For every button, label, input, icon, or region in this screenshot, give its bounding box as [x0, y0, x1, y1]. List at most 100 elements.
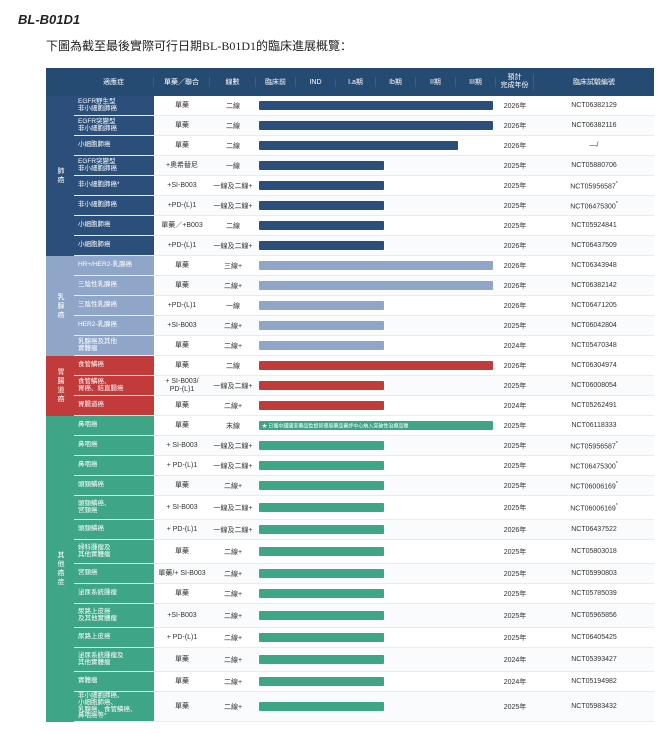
progress-bar	[259, 341, 384, 350]
agent-cell: 單藥	[154, 102, 210, 109]
agent-cell: +SI-B003	[154, 612, 210, 619]
table-row: 食管鱗癌、 胃癌、結直腸癌+ SI-B003/ PD-(L)1一線及二線+202…	[74, 376, 654, 396]
agent-cell: 單藥	[154, 262, 210, 269]
bar-zone	[256, 496, 496, 519]
agent-cell: +奧希替尼	[154, 162, 210, 169]
progress-bar	[259, 181, 384, 190]
year-cell: 2026年	[496, 141, 534, 151]
year-cell: 2025年	[496, 421, 534, 431]
progress-bar	[259, 121, 493, 130]
nct-cell: NCT06118333	[534, 422, 654, 429]
agent-cell: + SI-B003	[154, 504, 210, 511]
table-row: EGFR突變型 非小細胞肺癌+奧希替尼一線2025年NCT05880706	[74, 156, 654, 176]
agent-cell: +PD-(L)1	[154, 242, 210, 249]
hdr-nct: 臨床試驗編號	[534, 77, 654, 87]
indication-cell: 胃腸道癌	[74, 396, 154, 415]
indication-cell: 非小細胞肺癌	[74, 196, 154, 215]
line-cell: 二線+	[210, 633, 256, 643]
bar-zone	[256, 256, 496, 275]
bar-zone	[256, 564, 496, 583]
bar-zone	[256, 520, 496, 539]
progress-bar	[259, 161, 384, 170]
table-row: 頭頸鱗癌單藥二線+2025年NCT06006169*	[74, 476, 654, 496]
bar-zone	[256, 336, 496, 355]
indication-cell: 泌尿系統腫瘤	[74, 584, 154, 603]
indication-cell: 頭頸鱗癌	[74, 476, 154, 495]
table-row: 非小細胞肺癌*+SI-B003一線及二線+2025年NCT05956587*	[74, 176, 654, 196]
line-cell: 一線及二線+	[210, 181, 256, 191]
table-row: 胃腸道癌單藥二線+2024年NCT05262491	[74, 396, 654, 416]
bar-zone	[256, 456, 496, 475]
year-cell: 2025年	[496, 161, 534, 171]
nct-cell: NCT06437509	[534, 242, 654, 249]
table-row: 鼻咽癌+ SI-B003一線及二線+2025年NCT05956587*	[74, 436, 654, 456]
year-cell: 2026年	[496, 301, 534, 311]
bar-zone	[256, 236, 496, 255]
agent-cell: 單藥	[154, 678, 210, 685]
bar-zone	[256, 584, 496, 603]
line-cell: 一線及二線+	[210, 503, 256, 513]
year-cell: 2026年	[496, 361, 534, 371]
nct-cell: NCT06382129	[534, 102, 654, 109]
bar-zone	[256, 648, 496, 671]
year-cell: 2026年	[496, 121, 534, 131]
hdr-indication: 適應症	[74, 77, 154, 87]
line-cell: 一線及二線+	[210, 441, 256, 451]
table-row: 非小細胞肺癌、 小細胞肺癌、 乳腺癌、食管鱗癌、 鼻咽癌等*單藥二線+2025年…	[74, 692, 654, 722]
nct-cell: NCT06343948	[534, 262, 654, 269]
line-cell: 二線+	[210, 321, 256, 331]
agent-cell: 單藥	[154, 122, 210, 129]
table-row: 宮頸癌單藥/+ SI-B003二線+2025年NCT05990803	[74, 564, 654, 584]
hdr-p2: II期	[416, 77, 456, 87]
bar-zone	[256, 116, 496, 135]
agent-cell: 單藥	[154, 656, 210, 663]
agent-cell: +PD-(L)1	[154, 302, 210, 309]
progress-bar	[259, 201, 384, 210]
indication-cell: 小細胞肺癌	[74, 236, 154, 255]
nct-cell: NCT06471205	[534, 302, 654, 309]
table-row: 尿路上皮癌 及其他實體瘤+SI-B003二線+2025年NCT05965856	[74, 604, 654, 628]
progress-bar	[259, 525, 384, 534]
progress-bar	[259, 241, 384, 250]
table-row: 食管鱗癌單藥二線2026年NCT06304974	[74, 356, 654, 376]
page-title: BL-B01D1	[18, 12, 654, 27]
progress-bar	[259, 589, 384, 598]
table-row: HER2-乳腺癌+SI-B003二線+2025年NCT06042804	[74, 316, 654, 336]
line-cell: 二線	[210, 101, 256, 111]
group: 肺癌EGFR野生型 非小細胞肺癌單藥二線2026年NCT06382129EGFR…	[46, 96, 654, 256]
line-cell: 一線及二線+	[210, 381, 256, 391]
table-row: HR+/HER2-乳腺癌單藥三線+2026年NCT06343948	[74, 256, 654, 276]
progress-bar	[259, 381, 384, 390]
agent-cell: 單藥	[154, 590, 210, 597]
group: 乳腺癌HR+/HER2-乳腺癌單藥三線+2026年NCT06343948三陰性乳…	[46, 256, 654, 356]
nct-cell: NCT05393427	[534, 656, 654, 663]
bar-zone	[256, 540, 496, 563]
year-cell: 2025年	[496, 381, 534, 391]
year-cell: 2025年	[496, 221, 534, 231]
progress-bar	[259, 702, 384, 711]
bar-zone	[256, 604, 496, 627]
table-row: 泌尿系統腫瘤單藥二線+2025年NCT05785039	[74, 584, 654, 604]
year-cell: 2025年	[496, 633, 534, 643]
indication-cell: 食管鱗癌	[74, 356, 154, 375]
subtitle-text: 下圖為截至最後實際可行日期BL-B01D1的臨床進展概覽：	[46, 37, 654, 54]
table-row: 鼻咽癌+ PD-(L)1一線及二線+2025年NCT06475300*	[74, 456, 654, 476]
indication-cell: 非小細胞肺癌、 小細胞肺癌、 乳腺癌、食管鱗癌、 鼻咽癌等*	[74, 692, 154, 721]
progress-bar	[259, 461, 384, 470]
table-row: 尿路上皮癌+ PD-(L)1二線+2025年NCT06405425	[74, 628, 654, 648]
agent-cell: +SI-B003	[154, 182, 210, 189]
nct-cell: NCT06006169*	[534, 481, 654, 490]
indication-cell: EGFR突變型 非小細胞肺癌	[74, 116, 154, 135]
bar-zone	[256, 216, 496, 235]
bar-zone: ★ 已獲中國國家藥品監督管理局藥品審評中心納入突破性治療品種	[256, 416, 496, 435]
hdr-p1b: Ib期	[376, 77, 416, 87]
year-cell: 2025年	[496, 181, 534, 191]
table-row: 三陰性乳腺癌+PD-(L)1一線2026年NCT06471205	[74, 296, 654, 316]
nct-cell: NCT05965856	[534, 612, 654, 619]
progress-bar	[259, 221, 384, 230]
indication-cell: 鼻咽癌	[74, 456, 154, 475]
agent-cell: 單藥	[154, 422, 210, 429]
line-cell: 二線	[210, 141, 256, 151]
progress-bar	[259, 547, 384, 556]
agent-cell: + SI-B003	[154, 442, 210, 449]
